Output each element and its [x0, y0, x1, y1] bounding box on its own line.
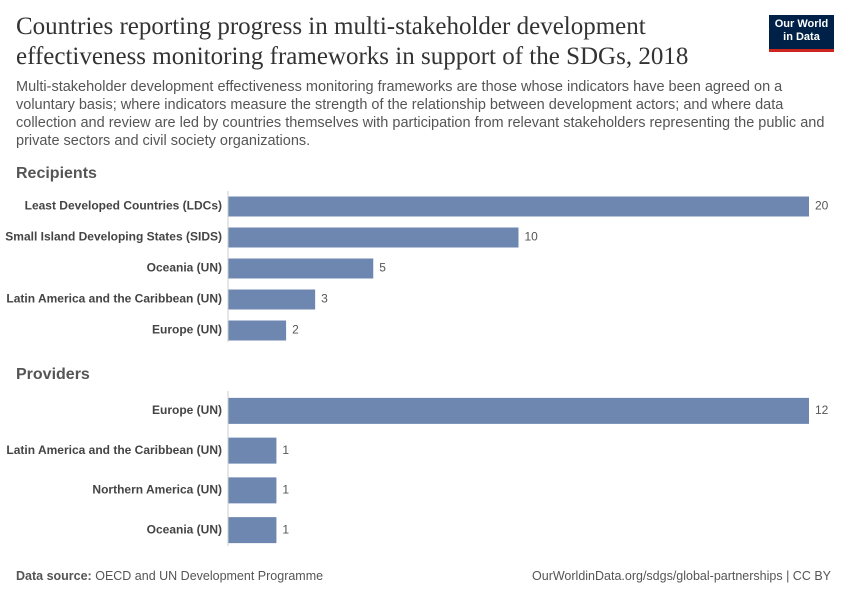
bar	[228, 289, 316, 310]
source-label: Data source:	[16, 569, 92, 583]
bar	[228, 437, 277, 464]
value-label: 20	[815, 199, 829, 213]
source: Data source: OECD and UN Development Pro…	[16, 569, 323, 583]
value-label: 1	[282, 522, 289, 536]
category-label: Least Developed Countries (LDCs)	[25, 199, 222, 213]
value-label: 5	[379, 261, 386, 275]
logo[interactable]: Our World in Data	[769, 15, 834, 52]
facet-title: Recipients	[16, 165, 97, 182]
value-label: 12	[815, 403, 829, 417]
category-label: Europe (UN)	[152, 323, 222, 337]
value-label: 3	[321, 292, 328, 306]
value-label: 1	[282, 443, 289, 457]
title: Countries reporting progress in multi-st…	[16, 13, 689, 70]
footer-url[interactable]: OurWorldinData.org/sdgs/global-partnersh…	[532, 569, 831, 583]
bar	[228, 397, 809, 424]
category-label: Northern America (UN)	[92, 483, 222, 497]
value-label: 10	[525, 230, 539, 244]
value-label: 2	[292, 323, 299, 337]
bar	[228, 320, 287, 341]
category-label: Small Island Developing States (SIDS)	[5, 230, 222, 244]
bar	[228, 517, 277, 544]
facet-title: Providers	[16, 366, 90, 383]
bar	[228, 258, 374, 279]
bar	[228, 477, 277, 504]
bar	[228, 227, 519, 248]
category-label: Oceania (UN)	[147, 261, 222, 275]
value-label: 1	[282, 483, 289, 497]
category-label: Latin America and the Caribbean (UN)	[6, 292, 222, 306]
category-label: Oceania (UN)	[147, 522, 222, 536]
category-label: Europe (UN)	[152, 403, 222, 417]
source-text: OECD and UN Development Programme	[95, 569, 324, 583]
bar	[228, 196, 809, 217]
logo-line: Our World	[774, 18, 829, 30]
logo-line: in Data	[783, 31, 820, 43]
category-label: Latin America and the Caribbean (UN)	[6, 443, 222, 457]
subtitle: Multi-stakeholder development effectiven…	[16, 79, 825, 149]
